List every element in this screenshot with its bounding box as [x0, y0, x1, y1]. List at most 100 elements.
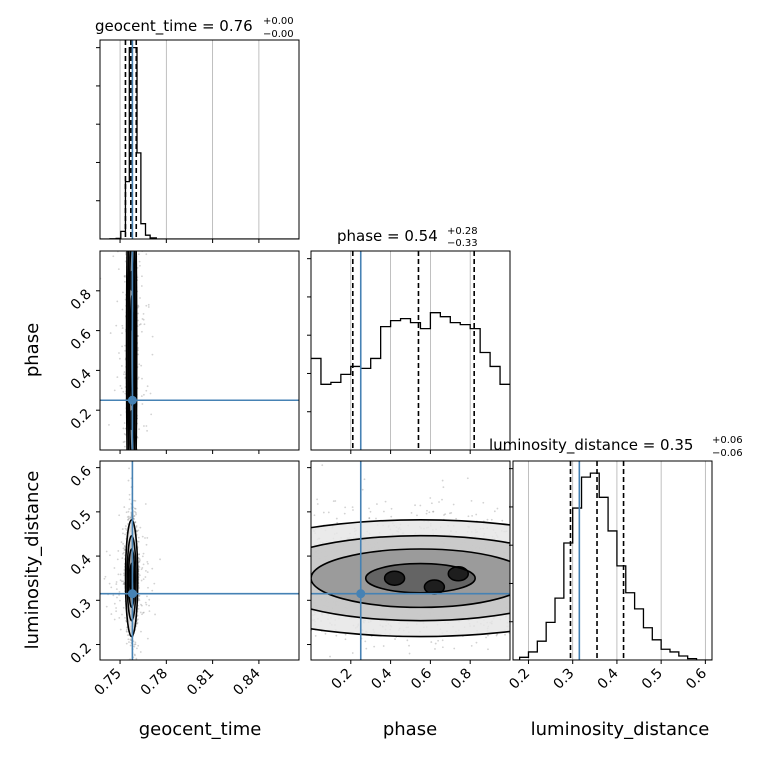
sample-point — [467, 515, 470, 518]
sample-point — [118, 514, 121, 517]
sample-point — [115, 588, 118, 591]
sample-point — [123, 445, 126, 448]
sample-point — [141, 555, 144, 558]
sample-point — [140, 568, 143, 571]
sample-point — [137, 618, 139, 621]
sample-point — [143, 323, 146, 326]
sample-point — [138, 253, 140, 256]
sample-point — [134, 510, 136, 513]
sample-point — [135, 530, 138, 532]
histogram-geocent-time — [96, 39, 300, 243]
sample-point — [116, 558, 119, 561]
sample-point — [450, 694, 452, 696]
sample-point — [138, 553, 141, 556]
sample-point — [120, 541, 123, 544]
sample-point — [377, 722, 379, 724]
sample-point — [140, 364, 143, 367]
sample-point — [141, 377, 143, 380]
sample-point — [141, 613, 143, 616]
sample-point — [118, 591, 121, 593]
sample-point — [133, 521, 136, 524]
sample-point — [425, 512, 428, 515]
sample-point — [142, 552, 145, 555]
sample-point — [444, 513, 447, 516]
sample-point — [127, 518, 129, 521]
sample-point — [139, 297, 141, 299]
sample-point — [127, 510, 130, 513]
sample-point — [390, 507, 393, 510]
y-tick-label: 0.5 — [68, 507, 95, 534]
sample-point — [137, 536, 140, 539]
sample-point — [133, 645, 136, 648]
sample-point — [120, 580, 123, 583]
sample-point — [148, 604, 150, 607]
sample-point — [124, 280, 126, 283]
sample-point — [138, 363, 141, 366]
truth-marker — [127, 395, 137, 405]
sample-point — [495, 634, 498, 637]
sample-point — [123, 582, 125, 585]
sample-point — [145, 389, 148, 392]
sample-point — [123, 582, 125, 584]
sample-point — [118, 357, 121, 360]
density-contour — [128, 251, 135, 450]
sample-point — [113, 389, 116, 392]
sample-point — [137, 553, 140, 556]
sample-point — [126, 628, 128, 631]
sample-point — [123, 506, 126, 508]
sample-point — [127, 479, 130, 482]
sample-point — [127, 523, 129, 525]
sample-point — [430, 502, 433, 505]
sample-point — [108, 423, 110, 426]
sample-point — [475, 641, 478, 644]
sample-point — [112, 594, 115, 597]
sample-point — [125, 529, 128, 531]
sample-point — [124, 344, 126, 347]
sample-point — [429, 497, 432, 499]
sample-point — [141, 567, 144, 569]
sample-point — [134, 678, 136, 680]
sample-point — [115, 607, 117, 609]
sample-point — [124, 251, 127, 254]
sample-point — [122, 542, 125, 545]
sample-point — [438, 501, 440, 503]
sample-point — [138, 566, 141, 568]
sample-point — [142, 578, 145, 581]
y-tick-label: 0.3 — [68, 596, 95, 623]
sample-point — [112, 255, 115, 258]
sample-point — [124, 274, 127, 277]
sample-point — [138, 594, 141, 597]
sample-point — [151, 589, 154, 592]
sample-point — [134, 643, 137, 646]
sample-point — [123, 548, 126, 551]
sample-point — [137, 644, 140, 647]
sample-point — [147, 562, 149, 565]
sample-point — [142, 611, 145, 614]
sample-point — [132, 668, 134, 670]
sample-point — [117, 268, 120, 270]
sample-point — [138, 574, 141, 577]
sample-point — [144, 601, 147, 604]
sample-point — [138, 557, 141, 560]
sample-point — [123, 574, 126, 577]
sample-point — [140, 330, 143, 333]
sample-point — [133, 514, 136, 517]
sample-point — [321, 464, 324, 467]
sample-point — [138, 599, 141, 602]
sample-point — [125, 630, 128, 633]
y-tick-label: 0.8 — [68, 286, 95, 313]
sample-point — [133, 507, 136, 510]
sample-point — [142, 318, 145, 321]
sample-point — [137, 312, 140, 315]
sample-point — [118, 594, 120, 596]
sample-point — [408, 652, 411, 655]
sample-point — [140, 630, 142, 633]
sample-point — [153, 582, 156, 585]
sample-point — [135, 525, 138, 527]
sample-point — [127, 518, 130, 521]
sample-point — [138, 561, 141, 563]
sample-point — [124, 616, 126, 619]
y-tick-label: 0.6 — [68, 463, 95, 490]
sample-point — [139, 264, 141, 267]
sample-point — [122, 547, 125, 550]
